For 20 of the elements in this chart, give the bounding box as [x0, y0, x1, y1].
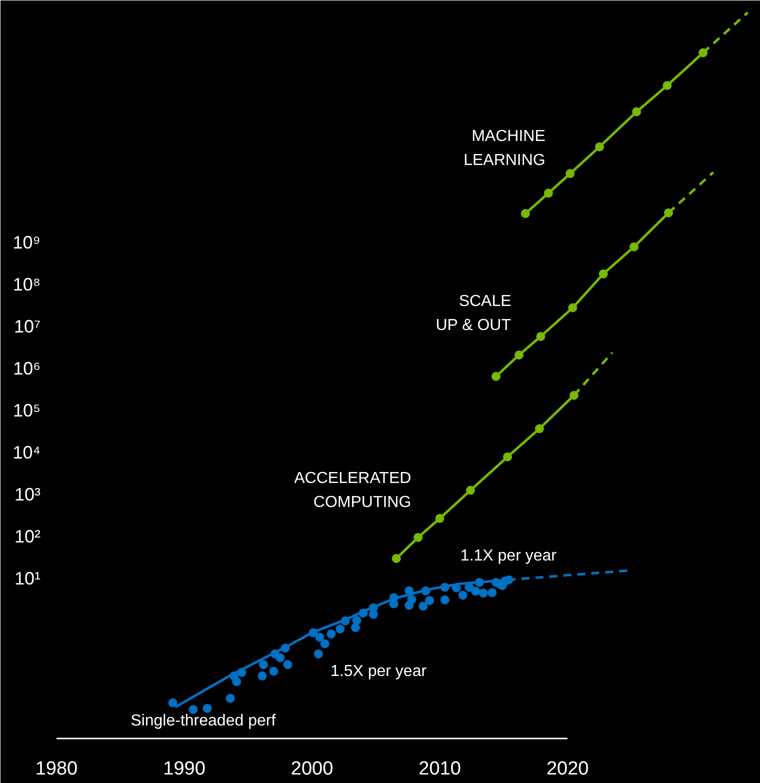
annotation: 1.5X per year	[330, 662, 428, 680]
y-tick-label: 10⁹	[12, 232, 41, 253]
x-tick-label: 1990	[163, 758, 206, 780]
annotation: SCALE UP & OUT	[436, 293, 512, 334]
y-tick-label: 10⁵	[13, 400, 40, 421]
y-tick-label: 10²	[14, 526, 41, 547]
y-tick-label: 10⁶	[13, 358, 41, 379]
x-tick-label: 2020	[546, 758, 589, 780]
y-tick-label: 10¹	[14, 568, 41, 589]
x-tick-label: 2010	[418, 758, 461, 780]
annotation: 1.1X per year	[460, 548, 558, 565]
y-tick-label: 10⁸	[12, 274, 41, 295]
x-tick-label: 2000	[290, 758, 334, 780]
y-tick-label: 10⁴	[12, 442, 41, 463]
x-tick-label: 1980	[35, 758, 78, 780]
annotation: ACCELERATED COMPUTING	[294, 470, 412, 511]
annotation: MACHINE LEARNING	[464, 128, 546, 169]
y-tick-label: 10⁷	[14, 316, 41, 337]
y-tick-label: 10³	[14, 484, 41, 505]
annotation: Single-threaded perf	[130, 712, 276, 730]
